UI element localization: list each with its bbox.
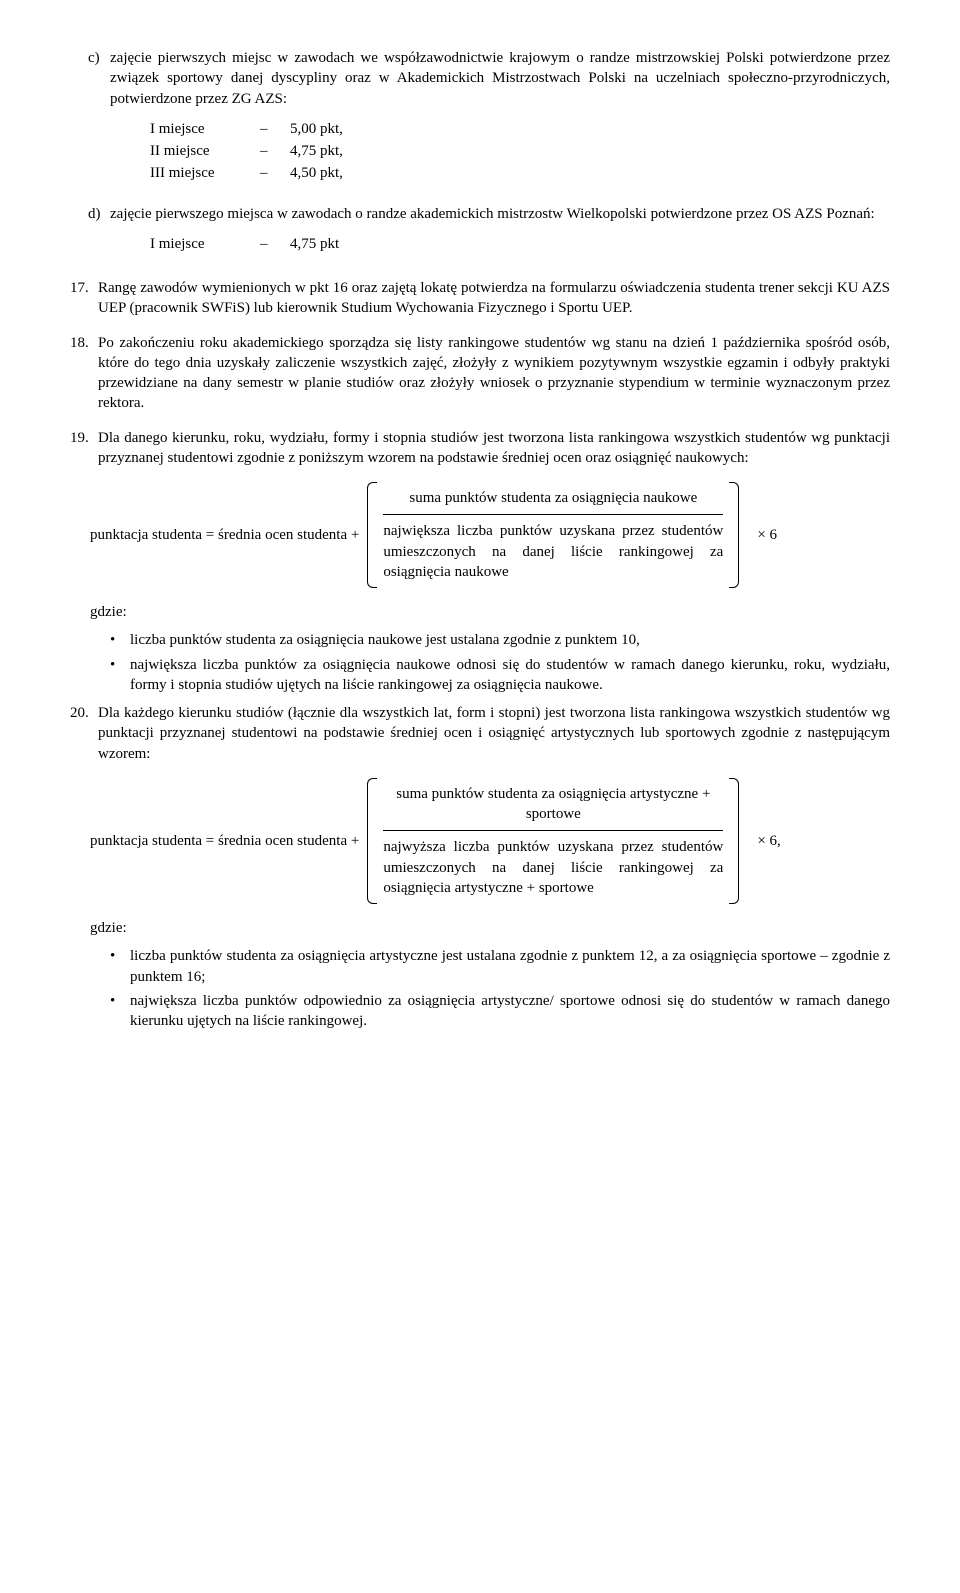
formula-bracket-group: suma punktów studenta za osiągnięcia art… xyxy=(365,778,741,904)
bracket-right-icon xyxy=(727,778,741,904)
list-marker: d) xyxy=(88,204,110,265)
formula-fraction: suma punktów studenta za osiągnięcia nau… xyxy=(379,482,727,588)
rank-table-d: I miejsce – 4,75 pkt xyxy=(150,234,890,254)
bullet-icon: • xyxy=(110,946,130,987)
rank-dash: – xyxy=(260,119,290,139)
rank-dash: – xyxy=(260,141,290,161)
formula-denominator: największa liczba punktów uzyskana przez… xyxy=(383,515,723,582)
paragraph-18: 18. Po zakończeniu roku akademickiego sp… xyxy=(70,333,890,414)
formula-19: punktacja studenta = średnia ocen studen… xyxy=(90,482,890,588)
where-label-20: gdzie: xyxy=(90,918,890,938)
bracket-left-icon xyxy=(365,482,379,588)
list-item-text: zajęcie pierwszych miejsc w zawodach we … xyxy=(110,50,890,107)
rank-dash: – xyxy=(260,234,290,254)
formula-tail: × 6, xyxy=(747,831,780,851)
bullet-icon: • xyxy=(110,655,130,696)
table-row: III miejsce – 4,50 pkt, xyxy=(150,163,890,183)
list-item: • liczba punktów studenta za osiągnięcia… xyxy=(110,630,890,650)
num-marker: 17. xyxy=(70,278,98,319)
num-marker: 18. xyxy=(70,333,98,414)
paragraph-text: Rangę zawodów wymienionych w pkt 16 oraz… xyxy=(98,278,890,319)
rank-value: 4,75 pkt, xyxy=(290,141,890,161)
bracket-left-icon xyxy=(365,778,379,904)
list-item-d: d) zajęcie pierwszego miejsca w zawodach… xyxy=(88,204,890,265)
bullet-text: liczba punktów studenta za osiągnięcia n… xyxy=(130,630,890,650)
formula-numerator: suma punktów studenta za osiągnięcia nau… xyxy=(383,488,723,514)
list-marker: c) xyxy=(88,48,110,194)
formula-lhs: punktacja studenta = średnia ocen studen… xyxy=(90,831,359,851)
bullet-list-19: • liczba punktów studenta za osiągnięcia… xyxy=(110,630,890,695)
rank-value: 5,00 pkt, xyxy=(290,119,890,139)
where-label-19: gdzie: xyxy=(90,602,890,622)
bullet-text: największa liczba punktów za osiągnięcia… xyxy=(130,655,890,696)
list-item: • liczba punktów studenta za osiągnięcia… xyxy=(110,946,890,987)
bullet-list-20: • liczba punktów studenta za osiągnięcia… xyxy=(110,946,890,1031)
rank-label: II miejsce xyxy=(150,141,260,161)
rank-label: I miejsce xyxy=(150,234,260,254)
formula-denominator: najwyższa liczba punktów uzyskana przez … xyxy=(383,831,723,898)
paragraph-19: 19. Dla danego kierunku, roku, wydziału,… xyxy=(70,428,890,469)
bracket-right-icon xyxy=(727,482,741,588)
formula-20: punktacja studenta = średnia ocen studen… xyxy=(90,778,890,904)
formula-lhs: punktacja studenta = średnia ocen studen… xyxy=(90,525,359,545)
paragraph-text: Dla każdego kierunku studiów (łącznie dl… xyxy=(98,703,890,764)
list-item: • największa liczba punktów za osiągnięc… xyxy=(110,655,890,696)
num-marker: 19. xyxy=(70,428,98,469)
paragraph-20: 20. Dla każdego kierunku studiów (łączni… xyxy=(70,703,890,764)
num-marker: 20. xyxy=(70,703,98,764)
paragraph-text: Dla danego kierunku, roku, wydziału, for… xyxy=(98,428,890,469)
table-row: I miejsce – 4,75 pkt xyxy=(150,234,890,254)
list-item-text: zajęcie pierwszego miejsca w zawodach o … xyxy=(110,206,875,222)
formula-bracket-group: suma punktów studenta za osiągnięcia nau… xyxy=(365,482,741,588)
formula-fraction: suma punktów studenta za osiągnięcia art… xyxy=(379,778,727,904)
formula-numerator: suma punktów studenta za osiągnięcia art… xyxy=(383,784,723,831)
table-row: I miejsce – 5,00 pkt, xyxy=(150,119,890,139)
bullet-icon: • xyxy=(110,991,130,1032)
rank-dash: – xyxy=(260,163,290,183)
list-item: • największa liczba punktów odpowiednio … xyxy=(110,991,890,1032)
formula-tail: × 6 xyxy=(747,525,777,545)
list-item-c: c) zajęcie pierwszych miejsc w zawodach … xyxy=(88,48,890,194)
table-row: II miejsce – 4,75 pkt, xyxy=(150,141,890,161)
bullet-text: liczba punktów studenta za osiągnięcia a… xyxy=(130,946,890,987)
paragraph-text: Po zakończeniu roku akademickiego sporzą… xyxy=(98,333,890,414)
bullet-text: największa liczba punktów odpowiednio za… xyxy=(130,991,890,1032)
rank-label: III miejsce xyxy=(150,163,260,183)
rank-value: 4,75 pkt xyxy=(290,234,890,254)
rank-table-c: I miejsce – 5,00 pkt, II miejsce – 4,75 … xyxy=(150,119,890,184)
rank-label: I miejsce xyxy=(150,119,260,139)
paragraph-17: 17. Rangę zawodów wymienionych w pkt 16 … xyxy=(70,278,890,319)
rank-value: 4,50 pkt, xyxy=(290,163,890,183)
bullet-icon: • xyxy=(110,630,130,650)
